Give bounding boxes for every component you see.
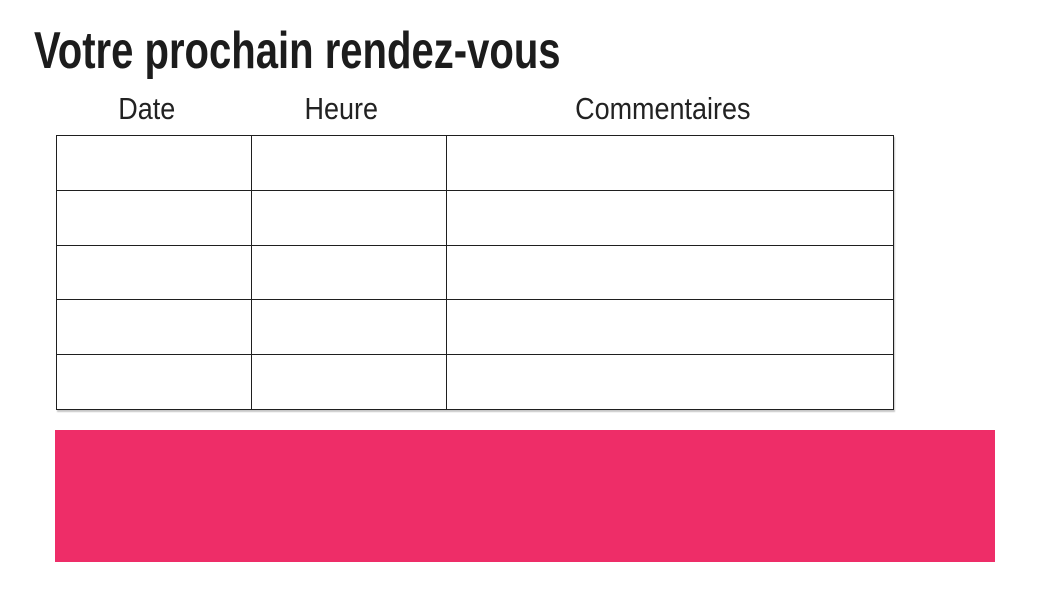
- table-row: [56, 244, 894, 301]
- table-cell: [446, 299, 894, 356]
- table-cell: [251, 354, 447, 410]
- appointments-table: [56, 135, 894, 410]
- table-cell: [251, 189, 447, 246]
- table-cell: [446, 189, 894, 246]
- table-row: [56, 189, 894, 246]
- column-header-heure-label: Heure: [304, 91, 379, 126]
- table-cell: [251, 299, 447, 356]
- table-cell: [56, 299, 252, 356]
- table-cell: [56, 354, 252, 410]
- table-cell: [446, 135, 894, 191]
- table-row: [56, 299, 894, 356]
- column-header-commentaires: Commentaires: [439, 91, 886, 126]
- page-title: Votre prochain rendez-vous: [34, 20, 718, 82]
- column-header-heure: Heure: [244, 91, 439, 126]
- table-cell: [56, 189, 252, 246]
- pink-banner: [55, 430, 995, 562]
- page-title-text: Votre prochain rendez-vous: [34, 22, 561, 80]
- column-header-date-label: Date: [118, 91, 175, 126]
- table-cell: [446, 244, 894, 301]
- table-cell: [56, 244, 252, 301]
- appointments-table-body: [56, 135, 894, 410]
- table-cell: [56, 135, 252, 191]
- table-row: [56, 135, 894, 191]
- table-header-row: Date Heure Commentaires: [49, 91, 886, 126]
- table-cell: [251, 135, 447, 191]
- table-cell: [251, 244, 447, 301]
- table-row: [56, 354, 894, 410]
- column-header-date: Date: [49, 91, 244, 126]
- column-header-commentaires-label: Commentaires: [574, 91, 751, 126]
- table-cell: [446, 354, 894, 410]
